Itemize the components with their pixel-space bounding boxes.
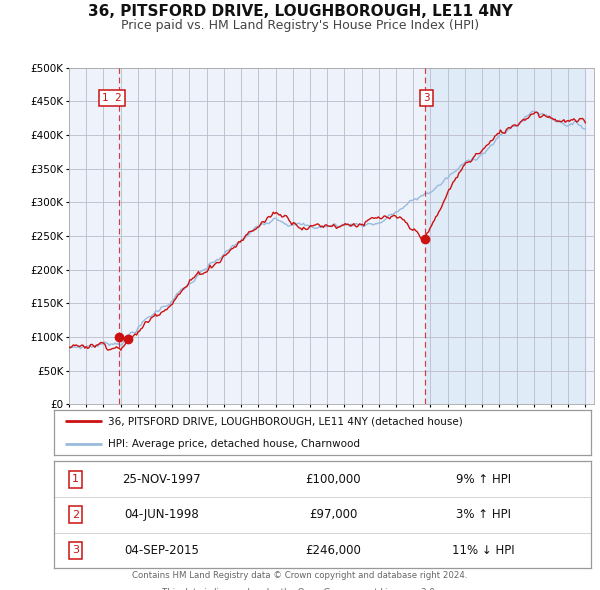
Text: 36, PITSFORD DRIVE, LOUGHBOROUGH, LE11 4NY: 36, PITSFORD DRIVE, LOUGHBOROUGH, LE11 4… xyxy=(88,4,512,19)
Text: This data is licensed under the Open Government Licence v3.0.: This data is licensed under the Open Gov… xyxy=(163,588,437,590)
Text: 9% ↑ HPI: 9% ↑ HPI xyxy=(456,473,511,486)
Text: 1: 1 xyxy=(72,474,79,484)
Text: 3% ↑ HPI: 3% ↑ HPI xyxy=(456,508,511,522)
Text: 04-JUN-1998: 04-JUN-1998 xyxy=(124,508,199,522)
Text: 36, PITSFORD DRIVE, LOUGHBOROUGH, LE11 4NY (detached house): 36, PITSFORD DRIVE, LOUGHBOROUGH, LE11 4… xyxy=(108,417,463,427)
Text: 1  2: 1 2 xyxy=(102,93,122,103)
Text: £97,000: £97,000 xyxy=(309,508,358,522)
Text: £246,000: £246,000 xyxy=(305,544,361,557)
Text: 11% ↓ HPI: 11% ↓ HPI xyxy=(452,544,515,557)
Text: £100,000: £100,000 xyxy=(305,473,361,486)
Text: HPI: Average price, detached house, Charnwood: HPI: Average price, detached house, Char… xyxy=(108,439,360,449)
Text: 04-SEP-2015: 04-SEP-2015 xyxy=(124,544,199,557)
Text: 25-NOV-1997: 25-NOV-1997 xyxy=(122,473,201,486)
Text: 2: 2 xyxy=(72,510,79,520)
Text: Price paid vs. HM Land Registry's House Price Index (HPI): Price paid vs. HM Land Registry's House … xyxy=(121,19,479,32)
Text: Contains HM Land Registry data © Crown copyright and database right 2024.: Contains HM Land Registry data © Crown c… xyxy=(132,571,468,580)
Text: 3: 3 xyxy=(72,545,79,555)
Text: 3: 3 xyxy=(423,93,430,103)
